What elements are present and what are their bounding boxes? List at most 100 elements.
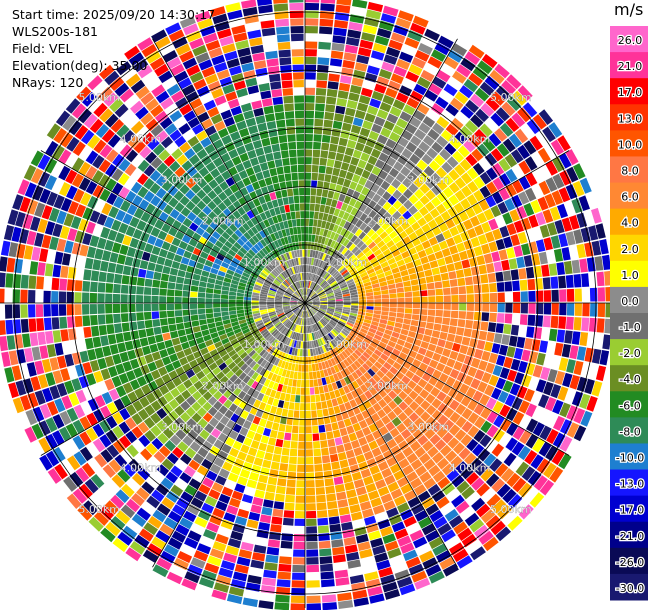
velocity-cell [229, 223, 238, 233]
velocity-cell [145, 443, 158, 456]
velocity-cell [126, 204, 138, 216]
velocity-cell [286, 289, 293, 295]
velocity-cell [400, 483, 413, 495]
velocity-cell [163, 517, 178, 530]
velocity-cell [252, 289, 261, 294]
velocity-cell [377, 486, 390, 497]
velocity-cell [251, 181, 261, 191]
velocity-cell [274, 298, 283, 301]
velocity-cell [338, 210, 345, 219]
velocity-cell [298, 309, 302, 317]
velocity-cell [357, 287, 365, 292]
velocity-cell [307, 310, 310, 318]
velocity-cell [246, 430, 256, 440]
velocity-cell [406, 97, 420, 109]
velocity-cell [305, 418, 312, 426]
velocity-cell [305, 211, 310, 219]
velocity-cell [293, 371, 298, 380]
velocity-cell [291, 219, 297, 227]
velocity-cell [353, 597, 369, 607]
velocity-cell [258, 401, 267, 411]
velocity-cell [496, 313, 505, 323]
velocity-cell [545, 445, 559, 461]
velocity-cell [131, 426, 144, 439]
velocity-cell [299, 303, 305, 308]
velocity-cell [229, 447, 240, 458]
velocity-cell [416, 327, 426, 335]
velocity-cell [317, 289, 324, 295]
velocity-cell [373, 334, 382, 341]
velocity-cell [277, 174, 286, 183]
velocity-cell [517, 144, 531, 160]
velocity-cell [65, 423, 78, 438]
velocity-cell [315, 95, 326, 104]
velocity-cell [267, 309, 276, 313]
velocity-cell [237, 360, 245, 368]
velocity-cell [380, 337, 389, 345]
velocity-cell [156, 199, 168, 211]
velocity-cell [141, 251, 151, 262]
velocity-cell [286, 479, 296, 488]
velocity-cell [342, 154, 352, 164]
velocity-cell [488, 133, 502, 147]
velocity-cell [460, 198, 471, 210]
velocity-cell [292, 294, 299, 299]
velocity-cell [149, 254, 159, 264]
velocity-cell [175, 429, 187, 441]
velocity-cell [263, 145, 273, 154]
velocity-cell [384, 329, 393, 336]
velocity-cell [99, 64, 115, 80]
velocity-cell [330, 136, 340, 145]
velocity-cell [243, 231, 252, 240]
velocity-cell [262, 459, 272, 469]
velocity-cell [343, 273, 352, 280]
velocity-cell [228, 214, 237, 223]
range-label: 2.00km [202, 215, 244, 228]
velocity-cell [591, 380, 603, 397]
velocity-cell [315, 196, 322, 204]
velocity-cell [178, 123, 191, 135]
velocity-cell [305, 187, 311, 196]
velocity-cell [174, 303, 182, 310]
velocity-cell [387, 195, 397, 206]
velocity-cell [430, 387, 441, 398]
velocity-cell [404, 160, 416, 171]
velocity-cell [126, 246, 136, 258]
velocity-cell [404, 313, 412, 320]
velocity-cell [207, 200, 217, 211]
velocity-cell [369, 324, 378, 330]
velocity-cell [459, 383, 470, 395]
velocity-cell [313, 456, 322, 465]
velocity-cell [207, 106, 220, 118]
velocity-cell [322, 127, 332, 136]
velocity-cell [298, 281, 301, 289]
velocity-cell [413, 384, 423, 395]
velocity-cell [245, 347, 254, 355]
velocity-cell [125, 404, 137, 417]
velocity-cell [220, 307, 229, 312]
velocity-cell [19, 196, 31, 213]
velocity-cell [79, 431, 92, 446]
velocity-cell [144, 243, 154, 253]
velocity-cell [41, 234, 52, 249]
velocity-cell [492, 401, 504, 414]
velocity-cell [452, 234, 463, 245]
velocity-cell [437, 338, 446, 348]
colorbar-bin [610, 521, 648, 549]
velocity-cell [267, 295, 275, 299]
velocity-cell [484, 384, 495, 397]
velocity-cell [328, 256, 334, 265]
velocity-cell [386, 279, 395, 285]
velocity-cell [358, 299, 367, 303]
velocity-cell [187, 564, 203, 576]
velocity-cell [338, 600, 354, 609]
velocity-cell [550, 235, 561, 249]
velocity-cell [531, 339, 541, 352]
velocity-cell [444, 340, 454, 350]
velocity-cell [179, 517, 193, 530]
velocity-cell [215, 279, 223, 286]
velocity-cell [403, 341, 413, 350]
velocity-cell [277, 383, 283, 392]
velocity-cell [278, 423, 286, 432]
velocity-cell [290, 441, 298, 449]
